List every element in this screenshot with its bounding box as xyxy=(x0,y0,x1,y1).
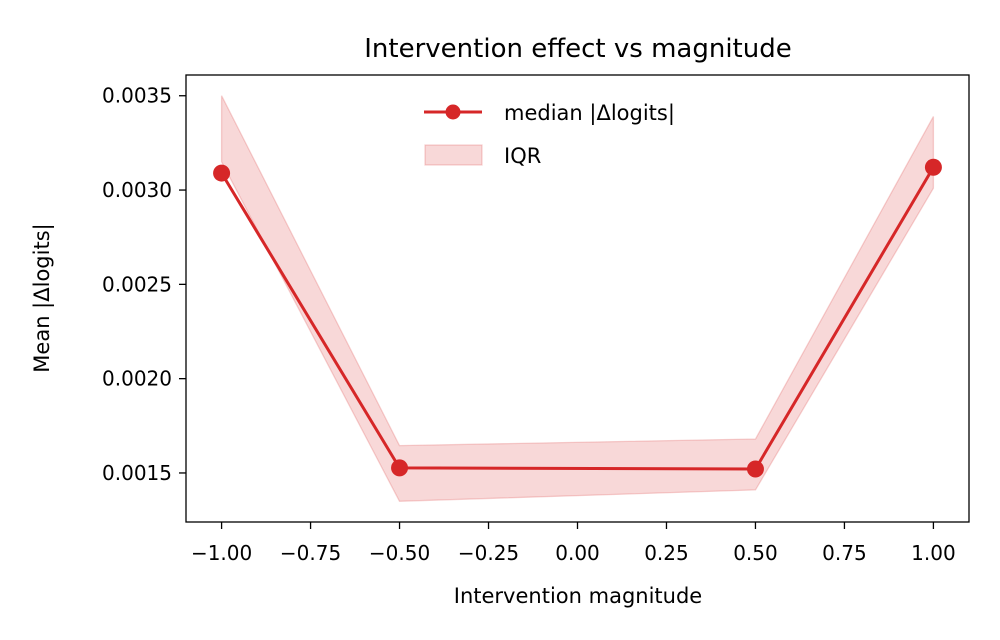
legend-label-iqr: IQR xyxy=(504,144,541,168)
median-data-point xyxy=(924,158,942,176)
median-data-point xyxy=(746,460,764,478)
y-tick-label: 0.0025 xyxy=(102,272,172,296)
chart-title: Intervention effect vs magnitude xyxy=(364,34,791,64)
legend-iqr-swatch xyxy=(424,144,483,166)
median-data-point xyxy=(213,164,231,182)
x-axis-ticks: −1.00 −0.75 −0.50 −0.25 0.00 0.25 0.50 0.75 1.00 xyxy=(191,522,956,565)
series-line-layer xyxy=(220,166,935,471)
x-tick-label: −0.50 xyxy=(369,541,430,565)
x-tick-label: 0.50 xyxy=(733,541,778,565)
x-tick-label: 0.25 xyxy=(644,541,689,565)
y-axis-label: Mean |Δlogits| xyxy=(30,223,55,372)
x-tick-label: −0.25 xyxy=(458,541,519,565)
y-tick-label: 0.0020 xyxy=(102,367,172,391)
x-tick-label: −1.00 xyxy=(191,541,252,565)
legend-label-median: median |Δlogits| xyxy=(504,101,675,126)
y-tick-label: 0.0035 xyxy=(102,84,172,108)
series-marker-layer xyxy=(213,158,942,478)
y-tick-label: 0.0030 xyxy=(102,178,172,202)
median-series-line xyxy=(220,166,935,471)
median-data-point xyxy=(391,459,409,477)
x-axis-label: Intervention magnitude xyxy=(454,584,702,608)
iqr-band xyxy=(220,95,935,502)
x-tick-label: 0.75 xyxy=(822,541,867,565)
legend: median |Δlogits| IQR xyxy=(424,101,675,168)
x-tick-label: 0.00 xyxy=(555,541,600,565)
legend-marker-swatch xyxy=(445,104,461,120)
x-tick-label: 1.00 xyxy=(911,541,956,565)
y-axis-ticks: 0.0015 0.0020 0.0025 0.0030 0.0035 xyxy=(102,84,186,485)
x-tick-label: −0.75 xyxy=(280,541,341,565)
iqr-band-layer xyxy=(220,95,935,502)
y-tick-label: 0.0015 xyxy=(102,461,172,485)
